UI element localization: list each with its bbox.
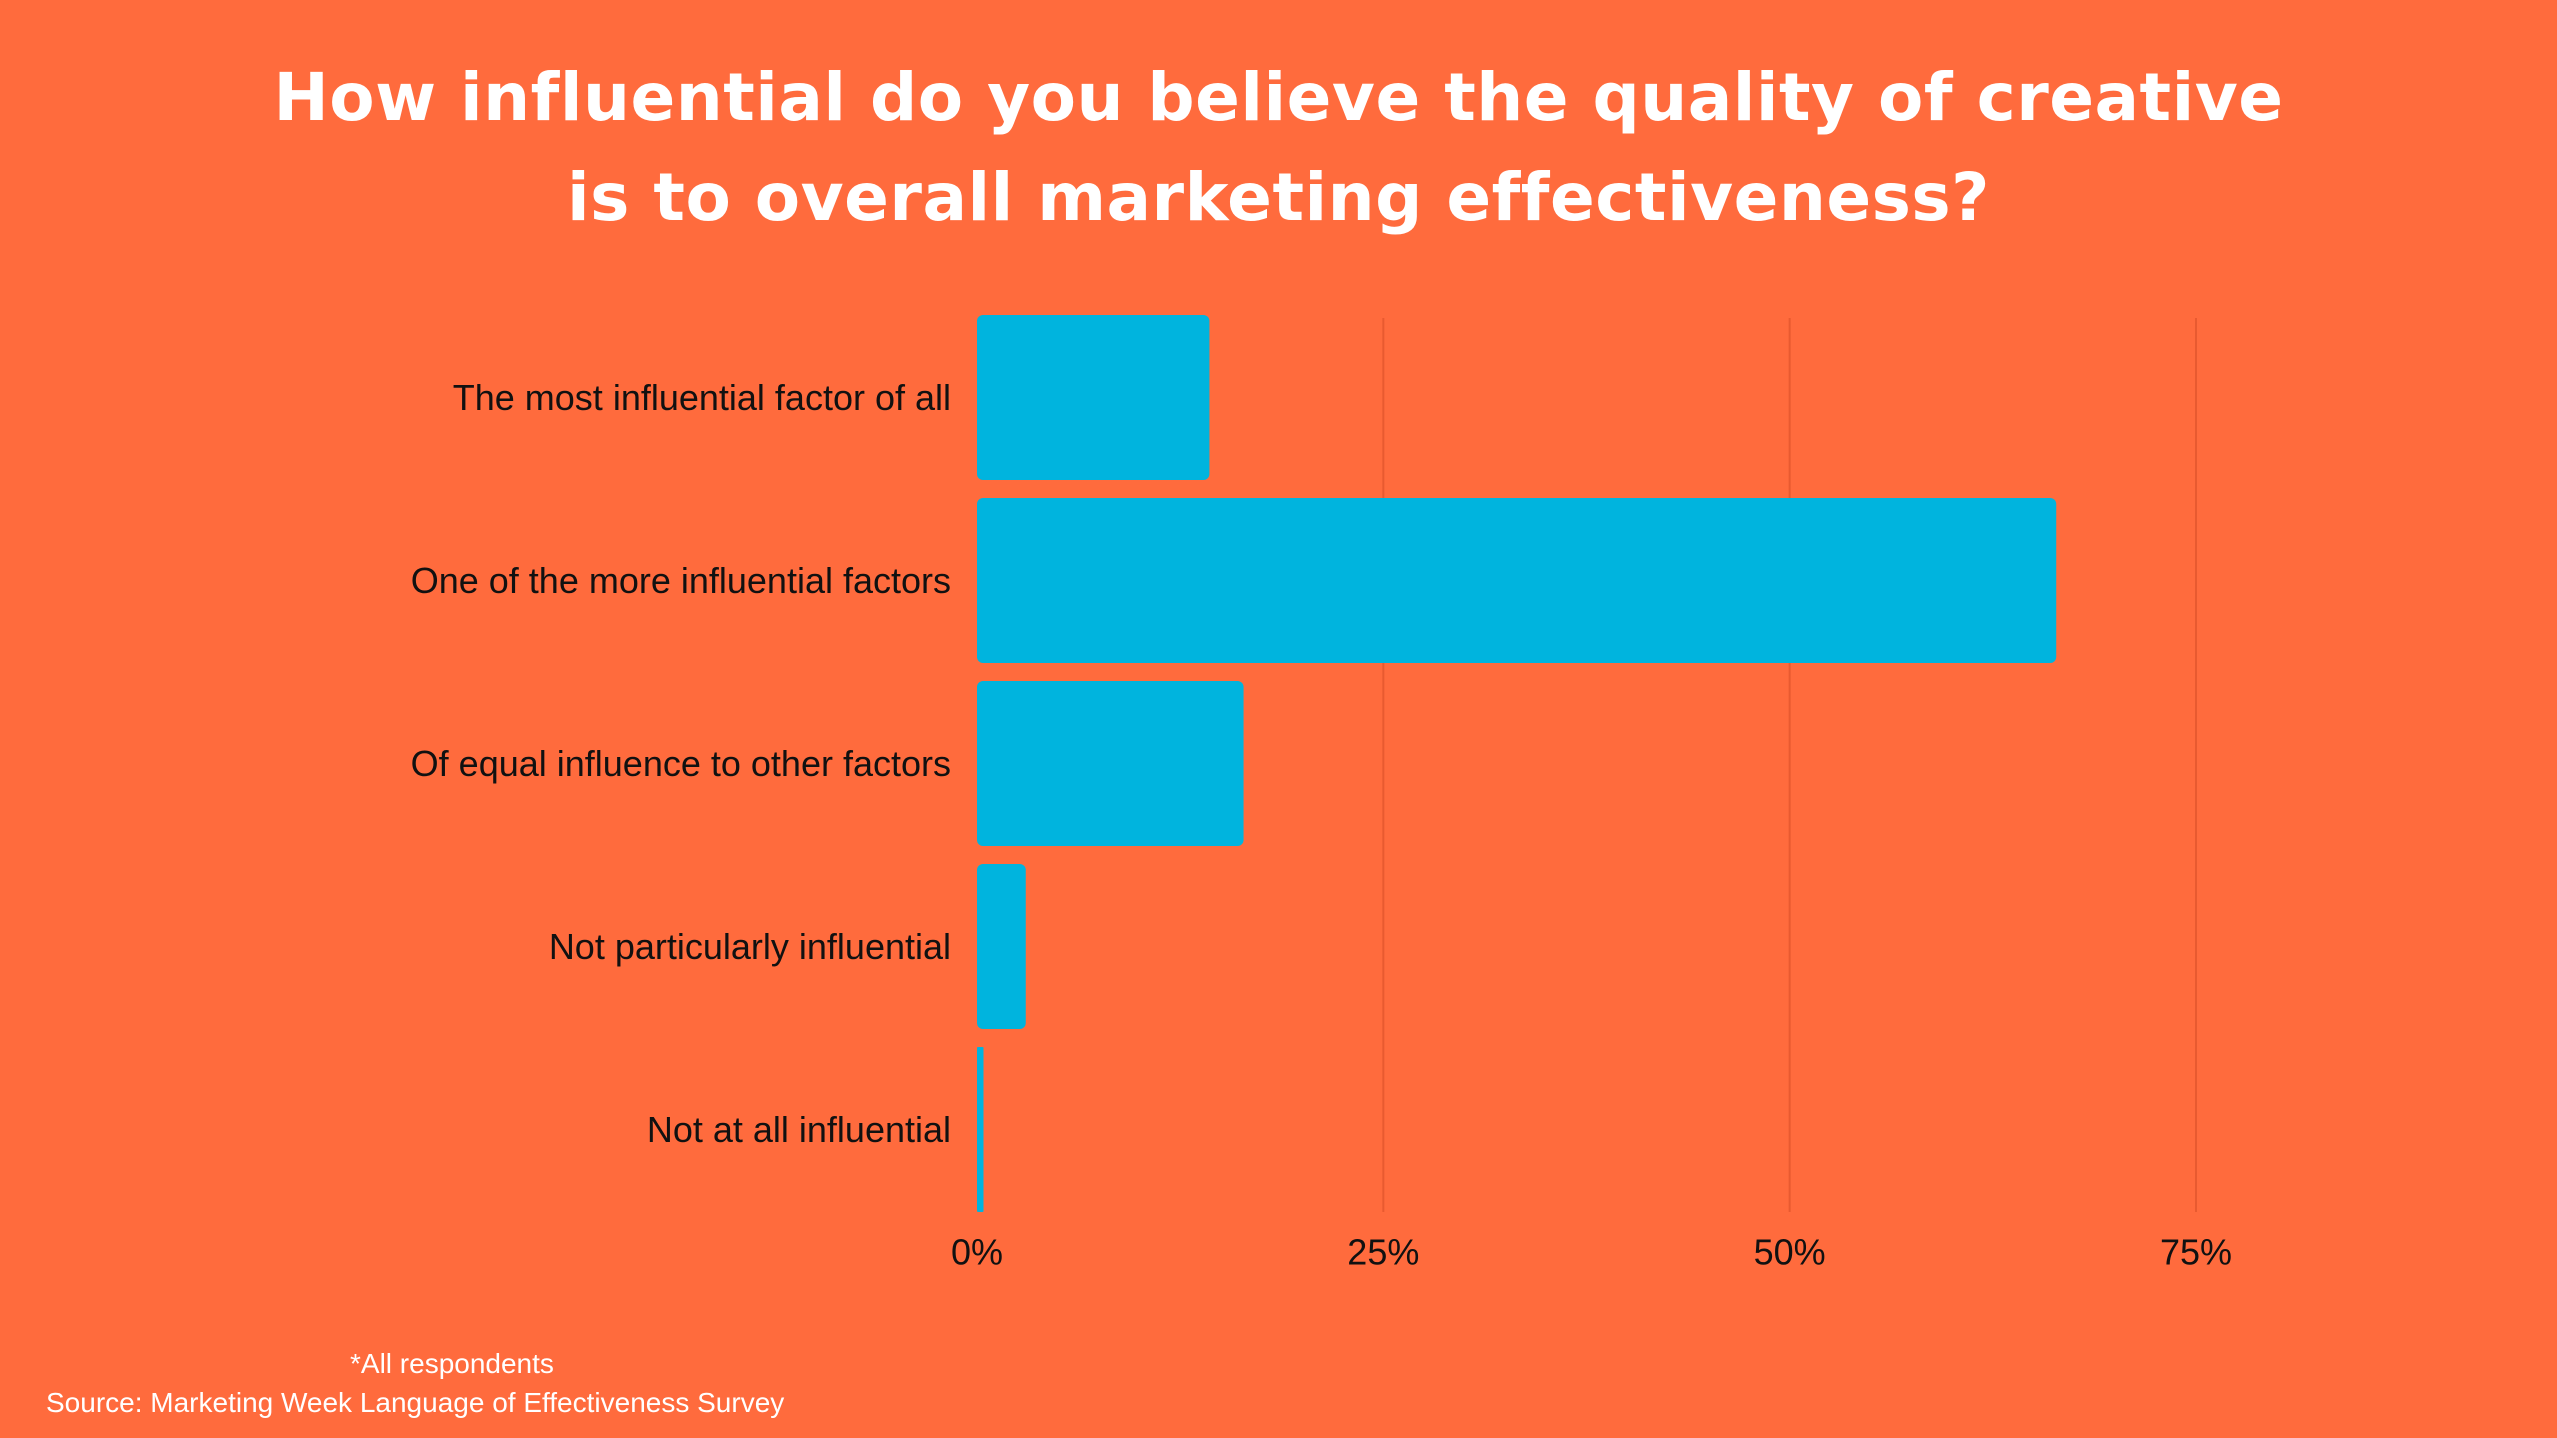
bar-3 (977, 681, 1244, 846)
bars (977, 315, 2057, 1212)
category-labels: The most influential factor of all One of… (411, 377, 951, 1150)
x-tick-label-75: 75% (2160, 1232, 2232, 1273)
chart-title-line-2: is to overall marketing effectiveness? (567, 159, 1990, 236)
x-tick-label-50: 50% (1754, 1232, 1826, 1273)
chart-title: How influential do you believe the quali… (0, 48, 2557, 248)
category-label-3: Of equal influence to other factors (411, 743, 951, 784)
category-label-5: Not at all influential (647, 1109, 951, 1150)
category-label-1: The most influential factor of all (453, 377, 951, 418)
footnote: *All respondents (350, 1348, 554, 1379)
x-axis-tick-labels: 0% 25% 50% 75% (951, 1232, 2232, 1273)
chart-title-line-1: How influential do you believe the quali… (273, 59, 2284, 136)
bar-4 (977, 864, 1026, 1029)
category-label-2: One of the more influential factors (411, 560, 951, 601)
gridlines (1382, 318, 2197, 1212)
source-note: Source: Marketing Week Language of Effec… (46, 1387, 785, 1418)
bar-1 (977, 315, 1210, 480)
bar-5 (977, 1047, 984, 1212)
category-label-4: Not particularly influential (549, 926, 951, 967)
x-tick-label-0: 0% (951, 1232, 1003, 1273)
bar-2 (977, 498, 2057, 663)
x-tick-label-25: 25% (1347, 1232, 1419, 1273)
